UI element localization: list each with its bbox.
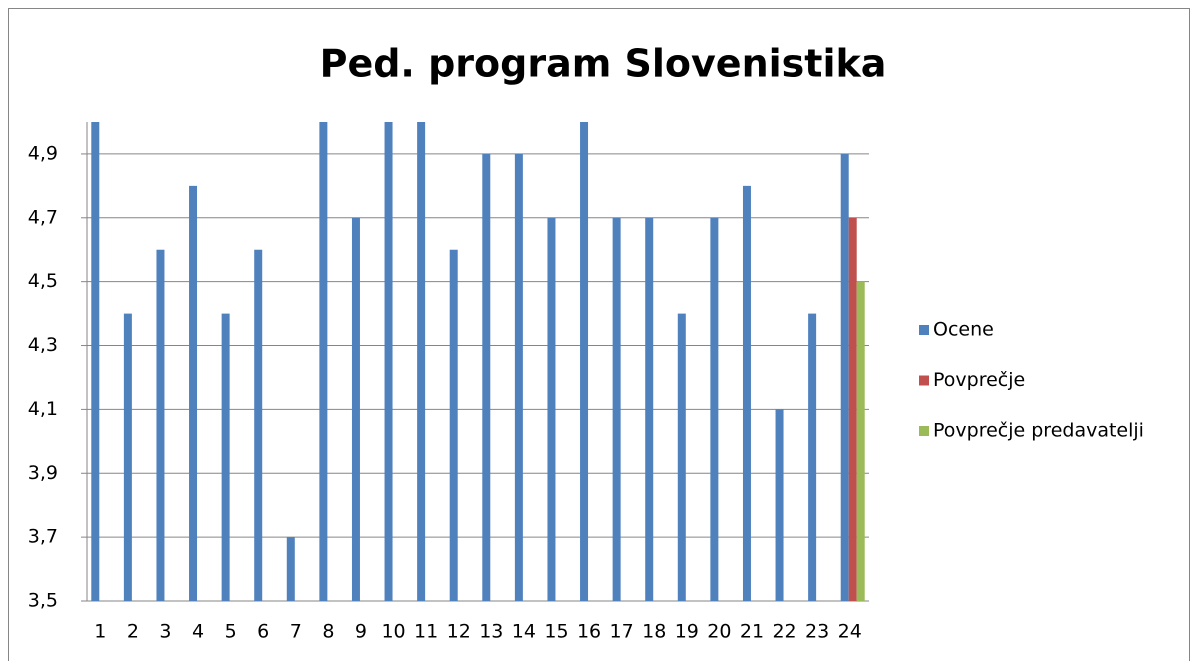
y-tick-label: 3,5 — [28, 590, 58, 612]
y-tick-label: 4,1 — [28, 398, 58, 420]
x-tick-label: 8 — [322, 621, 334, 643]
bar — [417, 122, 426, 601]
bar — [286, 537, 295, 601]
legend-label: Povprečje — [933, 369, 1025, 391]
x-tick-label: 19 — [675, 621, 699, 643]
x-tick-label: 11 — [414, 621, 438, 643]
bar — [514, 153, 523, 601]
bar — [156, 249, 165, 601]
bar — [848, 217, 857, 602]
x-tick-label: 22 — [772, 621, 796, 643]
bar — [351, 217, 360, 602]
x-tick-label: 7 — [290, 621, 302, 643]
x-tick-label: 24 — [838, 621, 862, 643]
x-tick-label: 18 — [642, 621, 666, 643]
x-tick-label: 12 — [447, 621, 471, 643]
chart-title: Ped. program Slovenistika — [320, 42, 887, 86]
x-tick-label: 15 — [544, 621, 568, 643]
x-tick-label: 9 — [355, 621, 367, 643]
x-tick-label: 1 — [94, 621, 106, 643]
bar — [384, 122, 393, 601]
bar — [612, 217, 621, 602]
bar — [580, 122, 589, 601]
bar — [856, 281, 865, 601]
bar — [742, 185, 751, 601]
bar — [710, 217, 719, 602]
legend-swatch — [919, 375, 929, 386]
bar — [319, 122, 328, 601]
bar — [645, 217, 654, 602]
y-tick-label: 3,9 — [28, 462, 58, 484]
bar — [449, 249, 458, 601]
y-tick-label: 4,5 — [28, 270, 58, 292]
x-tick-label: 20 — [707, 621, 731, 643]
bar — [775, 409, 784, 601]
y-tick-label: 4,7 — [28, 206, 58, 228]
x-tick-label: 21 — [740, 621, 764, 643]
x-tick-label: 23 — [805, 621, 829, 643]
bar — [221, 313, 230, 601]
x-tick-label: 4 — [192, 621, 204, 643]
legend-swatch — [919, 325, 929, 335]
x-tick-label: 2 — [127, 621, 139, 643]
bar — [123, 313, 132, 601]
y-tick-label: 4,3 — [28, 334, 58, 356]
x-tick-label: 10 — [381, 621, 405, 643]
x-tick-label: 14 — [512, 621, 536, 643]
bar — [547, 217, 556, 602]
x-tick-label: 3 — [159, 621, 171, 643]
y-tick-label: 4,9 — [28, 142, 58, 164]
legend-swatch — [919, 426, 929, 436]
bar — [482, 153, 491, 601]
x-tick-label: 17 — [610, 621, 634, 643]
bar — [91, 122, 100, 601]
bar — [254, 249, 263, 601]
bar — [677, 313, 686, 601]
chart-frame — [8, 8, 1190, 661]
bar — [808, 313, 817, 601]
bar — [840, 153, 849, 601]
y-tick-label: 3,7 — [28, 526, 58, 548]
bar — [189, 185, 198, 601]
x-tick-label: 13 — [479, 621, 503, 643]
x-tick-label: 6 — [257, 621, 269, 643]
x-tick-label: 16 — [577, 621, 601, 643]
legend-label: Ocene — [933, 319, 994, 341]
legend-label: Povprečje predavatelji — [933, 420, 1144, 442]
x-tick-label: 5 — [225, 621, 237, 643]
